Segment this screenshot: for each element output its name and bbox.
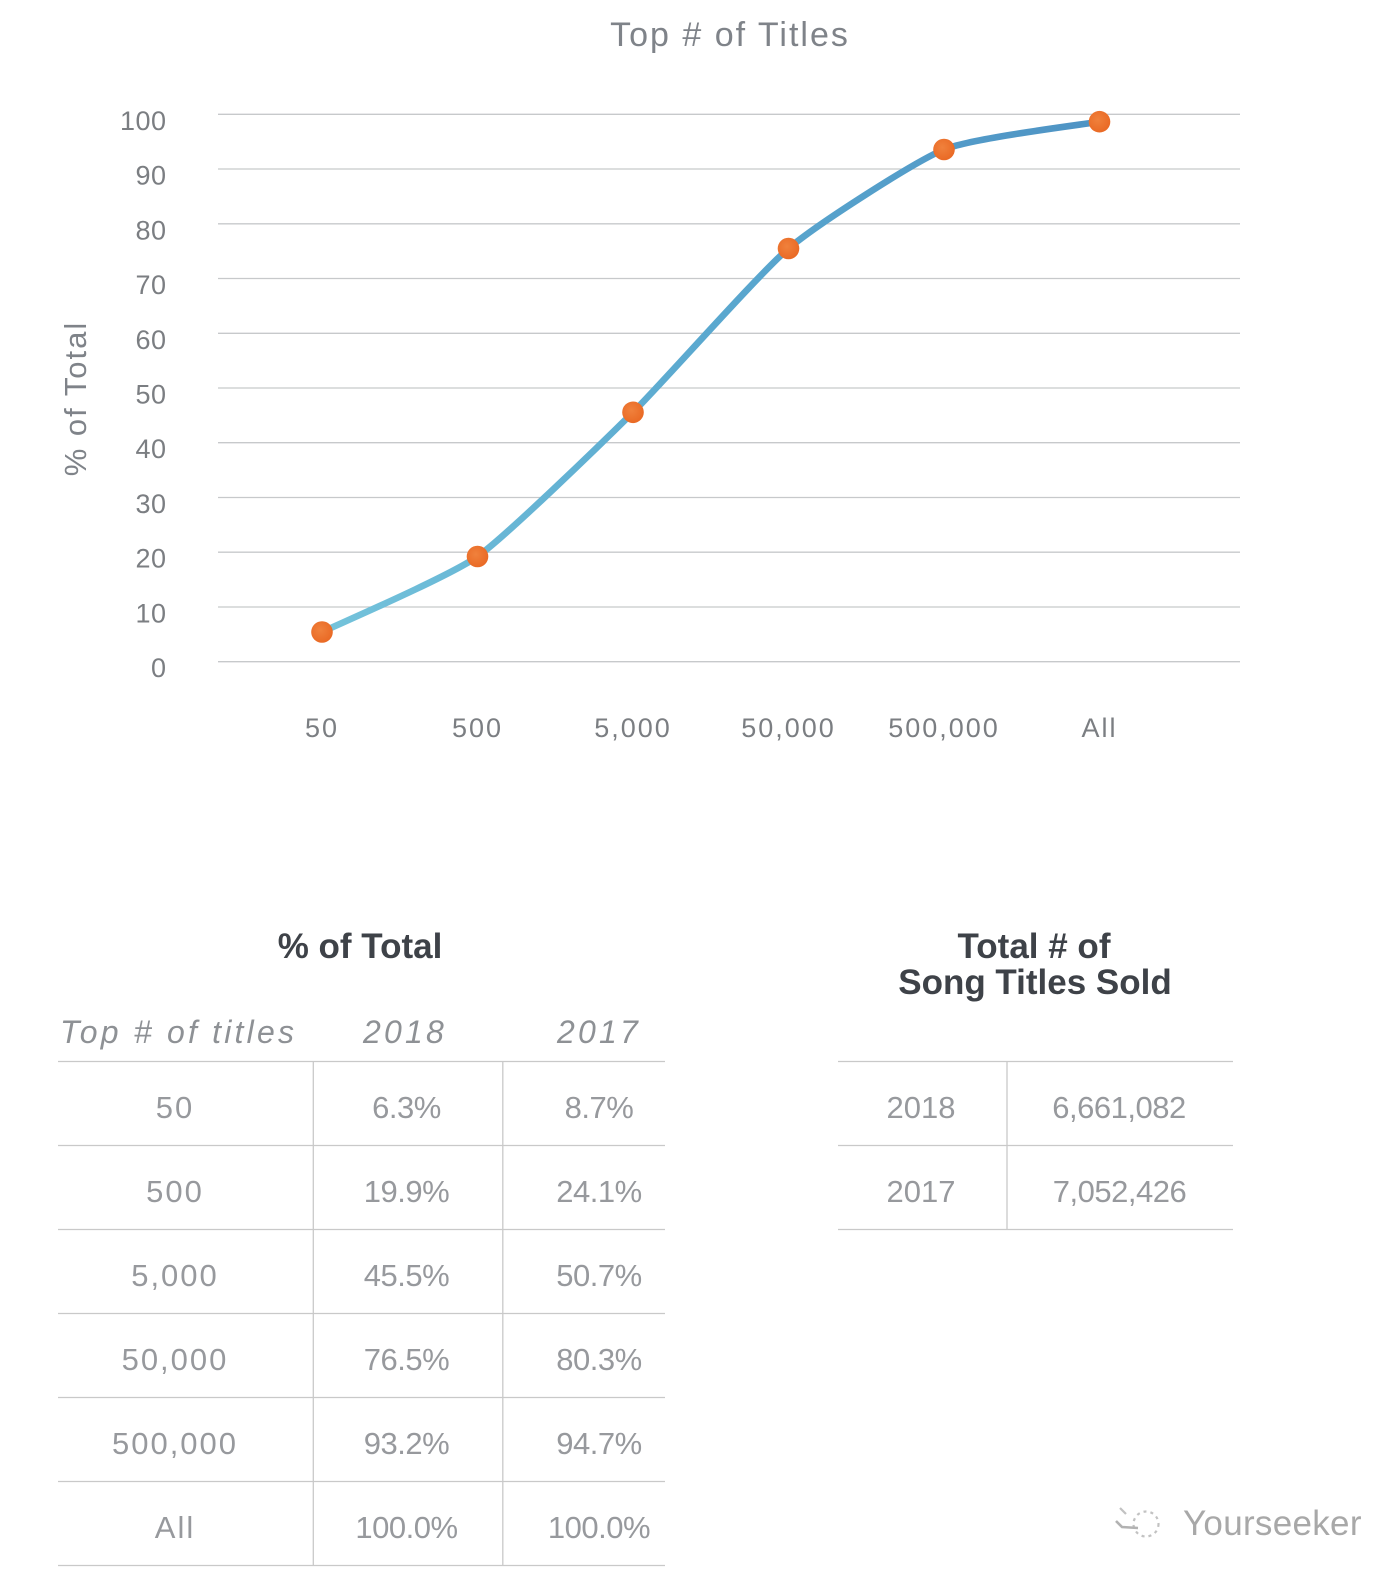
svg-text:50,000: 50,000 xyxy=(122,1342,229,1377)
svg-text:94.7%: 94.7% xyxy=(556,1426,641,1461)
svg-text:24.1%: 24.1% xyxy=(556,1174,641,1209)
svg-text:45.5%: 45.5% xyxy=(364,1258,449,1293)
svg-text:500,000: 500,000 xyxy=(112,1426,238,1461)
svg-text:40: 40 xyxy=(135,434,166,464)
svg-text:50: 50 xyxy=(135,380,166,410)
svg-text:500: 500 xyxy=(452,713,503,743)
svg-text:2018: 2018 xyxy=(887,1090,956,1125)
svg-text:90: 90 xyxy=(135,161,166,191)
svg-text:50,000: 50,000 xyxy=(741,713,836,743)
svg-text:All: All xyxy=(1081,713,1117,743)
svg-text:80.3%: 80.3% xyxy=(556,1342,641,1377)
svg-text:2018: 2018 xyxy=(362,1014,447,1050)
svg-text:5,000: 5,000 xyxy=(594,713,672,743)
svg-text:500,000: 500,000 xyxy=(888,713,1000,743)
svg-text:Yourseeker: Yourseeker xyxy=(1183,1504,1362,1543)
svg-text:93.2%: 93.2% xyxy=(364,1426,449,1461)
svg-text:Top # of Titles: Top # of Titles xyxy=(610,16,850,54)
svg-text:76.5%: 76.5% xyxy=(364,1342,449,1377)
svg-text:80: 80 xyxy=(135,215,166,245)
svg-text:60: 60 xyxy=(135,325,166,355)
svg-text:% of Total: % of Total xyxy=(278,927,443,966)
svg-text:6,661,082: 6,661,082 xyxy=(1052,1090,1185,1125)
svg-text:% of Total: % of Total xyxy=(58,321,93,477)
svg-text:100: 100 xyxy=(120,106,167,136)
svg-text:Top # of titles: Top # of titles xyxy=(60,1014,297,1050)
svg-text:20: 20 xyxy=(135,544,166,574)
svg-text:5,000: 5,000 xyxy=(131,1258,219,1293)
svg-text:Song Titles Sold: Song Titles Sold xyxy=(898,963,1172,1002)
svg-text:2017: 2017 xyxy=(556,1014,641,1050)
svg-text:19.9%: 19.9% xyxy=(364,1174,449,1209)
svg-text:All: All xyxy=(155,1510,195,1545)
svg-text:0: 0 xyxy=(151,653,167,683)
svg-text:30: 30 xyxy=(135,489,166,519)
svg-text:Total # of: Total # of xyxy=(958,927,1111,966)
svg-text:2017: 2017 xyxy=(887,1174,956,1209)
svg-text:100.0%: 100.0% xyxy=(548,1510,650,1545)
svg-text:70: 70 xyxy=(135,270,166,300)
svg-text:100.0%: 100.0% xyxy=(355,1510,457,1545)
svg-text:6.3%: 6.3% xyxy=(372,1090,441,1125)
svg-text:10: 10 xyxy=(135,599,166,629)
svg-text:50.7%: 50.7% xyxy=(556,1258,641,1293)
svg-text:50: 50 xyxy=(156,1090,194,1125)
svg-text:8.7%: 8.7% xyxy=(565,1090,634,1125)
svg-text:7,052,426: 7,052,426 xyxy=(1053,1174,1186,1209)
svg-text:50: 50 xyxy=(305,713,339,743)
svg-text:500: 500 xyxy=(146,1174,204,1209)
